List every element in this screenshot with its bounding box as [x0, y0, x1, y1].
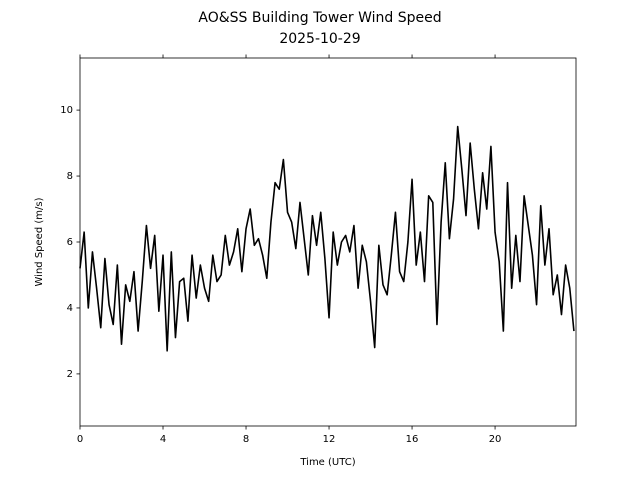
chart-subtitle: 2025-10-29	[279, 31, 360, 47]
x-tick-label: 8	[243, 434, 249, 445]
y-tick-label: 4	[67, 303, 73, 314]
x-tick-label: 16	[406, 434, 419, 445]
chart-title: AO&SS Building Tower Wind Speed	[198, 10, 441, 26]
x-tick-label: 20	[489, 434, 502, 445]
y-tick-label: 10	[60, 105, 73, 116]
x-axis-label: Time (UTC)	[299, 457, 355, 468]
x-tick-label: 4	[160, 434, 166, 445]
x-tick-label: 0	[77, 434, 83, 445]
line	[79, 125, 575, 352]
x-tick-label: 12	[323, 434, 336, 445]
y-axis-label: Wind Speed (m/s)	[34, 197, 45, 286]
y-tick-label: 8	[67, 171, 73, 182]
y-tick-label: 2	[67, 369, 73, 380]
y-tick-label: 6	[67, 237, 73, 248]
plot-frame	[79, 57, 577, 427]
